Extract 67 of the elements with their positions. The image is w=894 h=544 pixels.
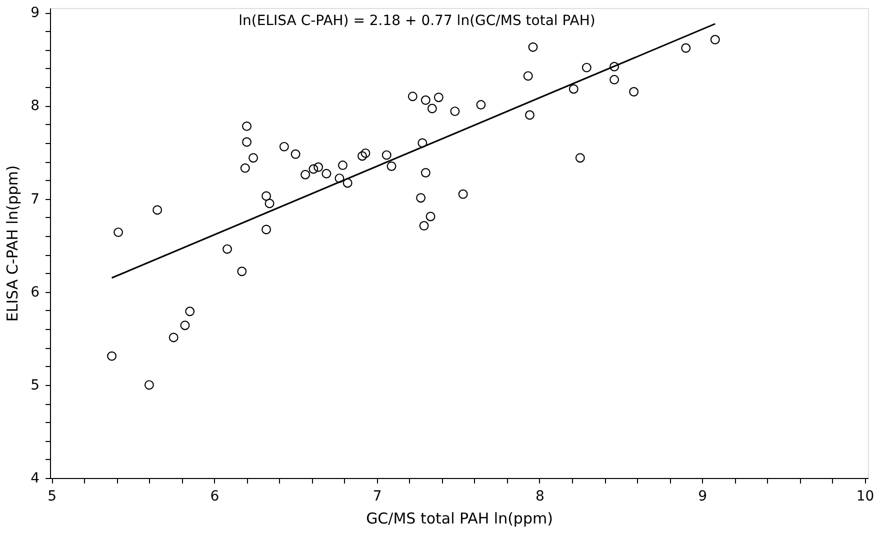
point (450, 106, 460, 116)
x-tick-label: 9 (698, 488, 708, 504)
point (185, 306, 195, 316)
point (710, 34, 720, 44)
point (434, 92, 444, 102)
y-axis-title: ELISA C-PAH ln(ppm) (4, 165, 22, 322)
point (419, 221, 429, 231)
point (382, 150, 392, 160)
point (575, 153, 585, 163)
x-tick-label: 5 (48, 488, 57, 504)
point (248, 153, 258, 163)
point (610, 62, 620, 72)
x-tick-label: 7 (372, 488, 382, 504)
point (427, 104, 437, 114)
y-tick-label: 6 (30, 284, 40, 300)
point (568, 84, 578, 94)
point (386, 161, 396, 171)
point (314, 162, 324, 172)
point (322, 168, 332, 178)
point (420, 95, 430, 105)
point (420, 168, 430, 178)
point (300, 170, 310, 180)
point (222, 244, 232, 254)
y-tick-label: 8 (30, 98, 40, 114)
point (342, 178, 352, 188)
point (681, 43, 691, 53)
point (418, 138, 428, 148)
point (358, 151, 367, 161)
y-tick-label: 9 (30, 5, 40, 22)
point (610, 74, 620, 84)
point (242, 137, 252, 147)
point (237, 266, 247, 276)
point (240, 163, 250, 173)
point (408, 92, 418, 102)
point (476, 100, 486, 110)
point (264, 198, 274, 208)
point (144, 380, 154, 390)
point (290, 149, 300, 159)
point (338, 160, 348, 170)
annotation: ln(ELISA C-PAH) = 2.18 + 0.77 ln(GC/MS total PAH) (238, 13, 596, 29)
point (528, 42, 538, 52)
point (262, 224, 272, 234)
point (279, 142, 289, 152)
point (180, 320, 190, 330)
point (114, 228, 124, 238)
point (458, 189, 468, 199)
point (582, 62, 592, 72)
point (152, 205, 162, 215)
point (416, 193, 426, 203)
point (360, 148, 370, 158)
y-tick-label: 5 (30, 377, 40, 394)
point (629, 87, 639, 96)
point (334, 174, 344, 184)
point (523, 71, 533, 81)
y-tick-label: 7 (30, 191, 40, 208)
x-axis-title: GC/MS total PAH ln(ppm) (366, 510, 553, 528)
x-tick-label: 8 (536, 488, 544, 504)
y-tick-label: 4 (30, 470, 40, 486)
point (168, 332, 178, 342)
point (426, 212, 436, 222)
point (308, 164, 318, 174)
x-tick-label: 10 (856, 488, 874, 504)
point (107, 351, 117, 361)
point (242, 121, 252, 131)
point (262, 191, 272, 201)
x-tick-label: 6 (210, 488, 220, 504)
point (525, 110, 534, 120)
